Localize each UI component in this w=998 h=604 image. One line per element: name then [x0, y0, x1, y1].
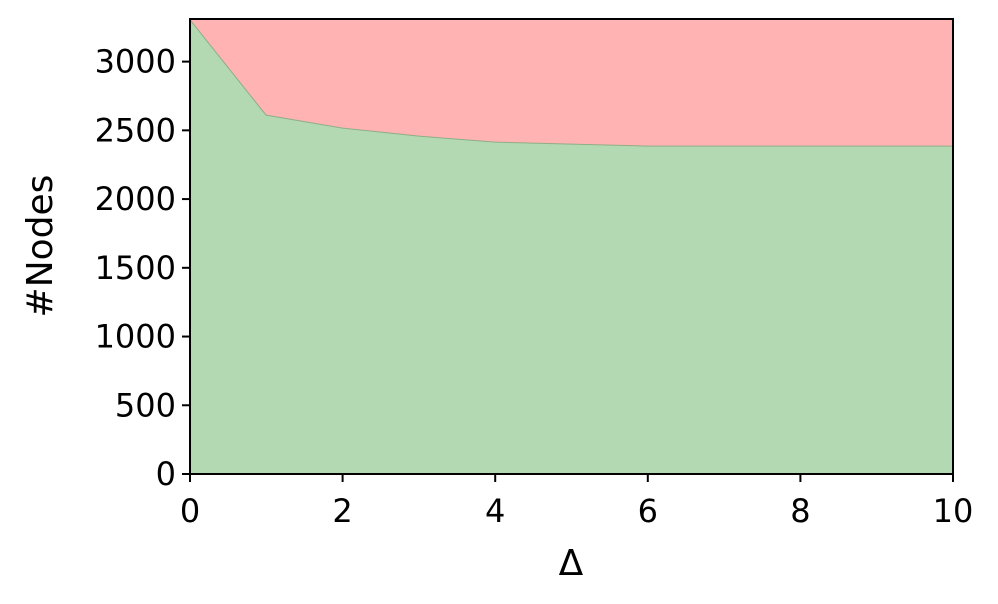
y-tick-label: 2000 — [95, 180, 176, 218]
y-tick-label: 500 — [115, 386, 176, 424]
x-tick-label: 6 — [638, 492, 658, 530]
y-tick-label: 0 — [156, 455, 176, 493]
y-axis-label: #Nodes — [20, 175, 61, 318]
x-tick-label: 10 — [933, 492, 974, 530]
y-tick-label: 1000 — [95, 318, 176, 356]
y-tick-label: 1500 — [95, 249, 176, 287]
x-axis-label: Δ — [559, 543, 584, 584]
x-tick-label: 2 — [332, 492, 352, 530]
y-tick-label: 3000 — [95, 43, 176, 81]
x-tick-label: 4 — [485, 492, 505, 530]
plot-frame — [189, 18, 954, 475]
y-tick-label: 2500 — [95, 111, 176, 149]
x-tick-label: 0 — [180, 492, 200, 530]
area — [190, 19, 953, 146]
x-tick-label: 8 — [790, 492, 810, 530]
area — [190, 19, 953, 474]
